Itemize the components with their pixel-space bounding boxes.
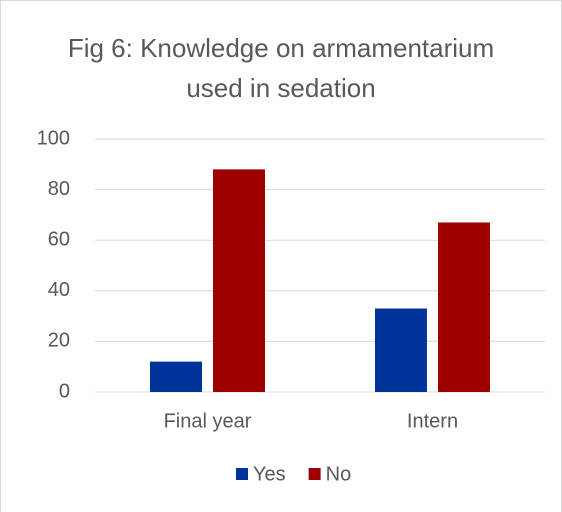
bar: [150, 361, 202, 392]
legend-label: Yes: [253, 463, 286, 485]
chart-title: Fig 6: Knowledge on armamentarium used i…: [67, 33, 495, 103]
x-tick-label: Final year: [164, 410, 252, 432]
y-tick-label: 40: [48, 279, 70, 301]
legend-swatch: [308, 468, 321, 480]
legend-label: No: [326, 463, 352, 485]
y-tick-label: 20: [48, 330, 70, 352]
bar: [213, 169, 265, 392]
bar: [375, 308, 427, 392]
legend-swatch: [236, 468, 248, 480]
y-tick-label: 0: [59, 380, 70, 402]
x-tick-label: Intern: [407, 410, 458, 432]
bar: [438, 222, 490, 392]
y-tick-label: 60: [48, 228, 70, 250]
y-tick-label: 100: [37, 127, 70, 149]
y-tick-label: 80: [48, 178, 70, 200]
